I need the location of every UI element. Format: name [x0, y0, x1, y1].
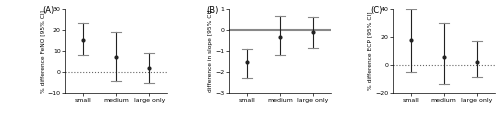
Text: (B): (B)	[206, 6, 218, 15]
Text: (A): (A)	[42, 6, 54, 15]
Y-axis label: difference in slope [95% CI]: difference in slope [95% CI]	[208, 10, 212, 92]
Text: (C): (C)	[370, 6, 382, 15]
Y-axis label: % difference ECP [95% CI]: % difference ECP [95% CI]	[368, 12, 372, 90]
Y-axis label: % difference FeNO [95% CI]: % difference FeNO [95% CI]	[40, 10, 45, 92]
